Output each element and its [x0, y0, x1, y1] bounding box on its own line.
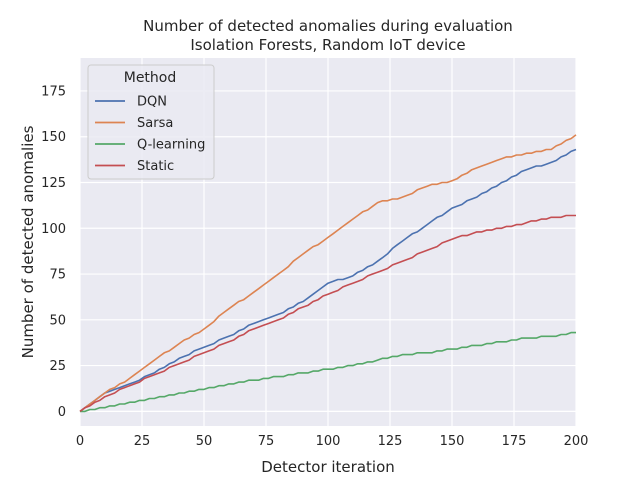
legend-title: Method: [124, 70, 177, 86]
y-tick-label: 125: [41, 176, 66, 191]
x-tick-label: 150: [440, 434, 465, 449]
legend-label: Q-learning: [137, 138, 205, 153]
x-tick-label: 125: [378, 434, 403, 449]
series-line-dqn: [79, 148, 577, 413]
legend: Method DQN Sarsa Q-learning Static: [87, 64, 215, 180]
y-tick-label: 50: [49, 313, 66, 328]
y-tick-label: 150: [41, 130, 66, 145]
legend-items: DQN Sarsa Q-learning Static: [95, 95, 205, 174]
legend-label: DQN: [137, 95, 167, 110]
x-tick-label: 100: [316, 434, 341, 449]
x-tick-label: 75: [258, 434, 275, 449]
x-tick-label: 25: [134, 434, 151, 449]
x-tick-label: 0: [76, 434, 84, 449]
chart-subtitle: Isolation Forests, Random IoT device: [190, 36, 465, 54]
legend-label: Sarsa: [137, 116, 173, 131]
x-tick-label: 200: [564, 434, 589, 449]
series-line-static: [79, 214, 576, 413]
y-tick-label: 100: [41, 222, 66, 237]
series-line-q-learning: [80, 331, 576, 413]
x-tick-labels: 0 25 50 75 100 125 150 175 200: [76, 434, 589, 449]
series-line-sarsa: [79, 134, 577, 413]
y-tick-label: 175: [41, 84, 66, 99]
series-lines: [79, 134, 577, 413]
y-tick-label: 0: [58, 405, 66, 420]
y-axis-label: Number of detected anomalies: [19, 125, 37, 358]
legend-label: Static: [137, 159, 174, 174]
y-tick-label: 25: [49, 359, 66, 374]
chart-title: Number of detected anomalies during eval…: [143, 17, 513, 35]
legend-box: [87, 64, 215, 180]
y-tick-labels: 0 25 50 75 100 125 150 175: [41, 84, 66, 419]
y-tick-label: 75: [49, 268, 66, 283]
x-tick-label: 175: [502, 434, 527, 449]
x-tick-label: 50: [196, 434, 213, 449]
x-axis-label: Detector iteration: [261, 458, 395, 476]
